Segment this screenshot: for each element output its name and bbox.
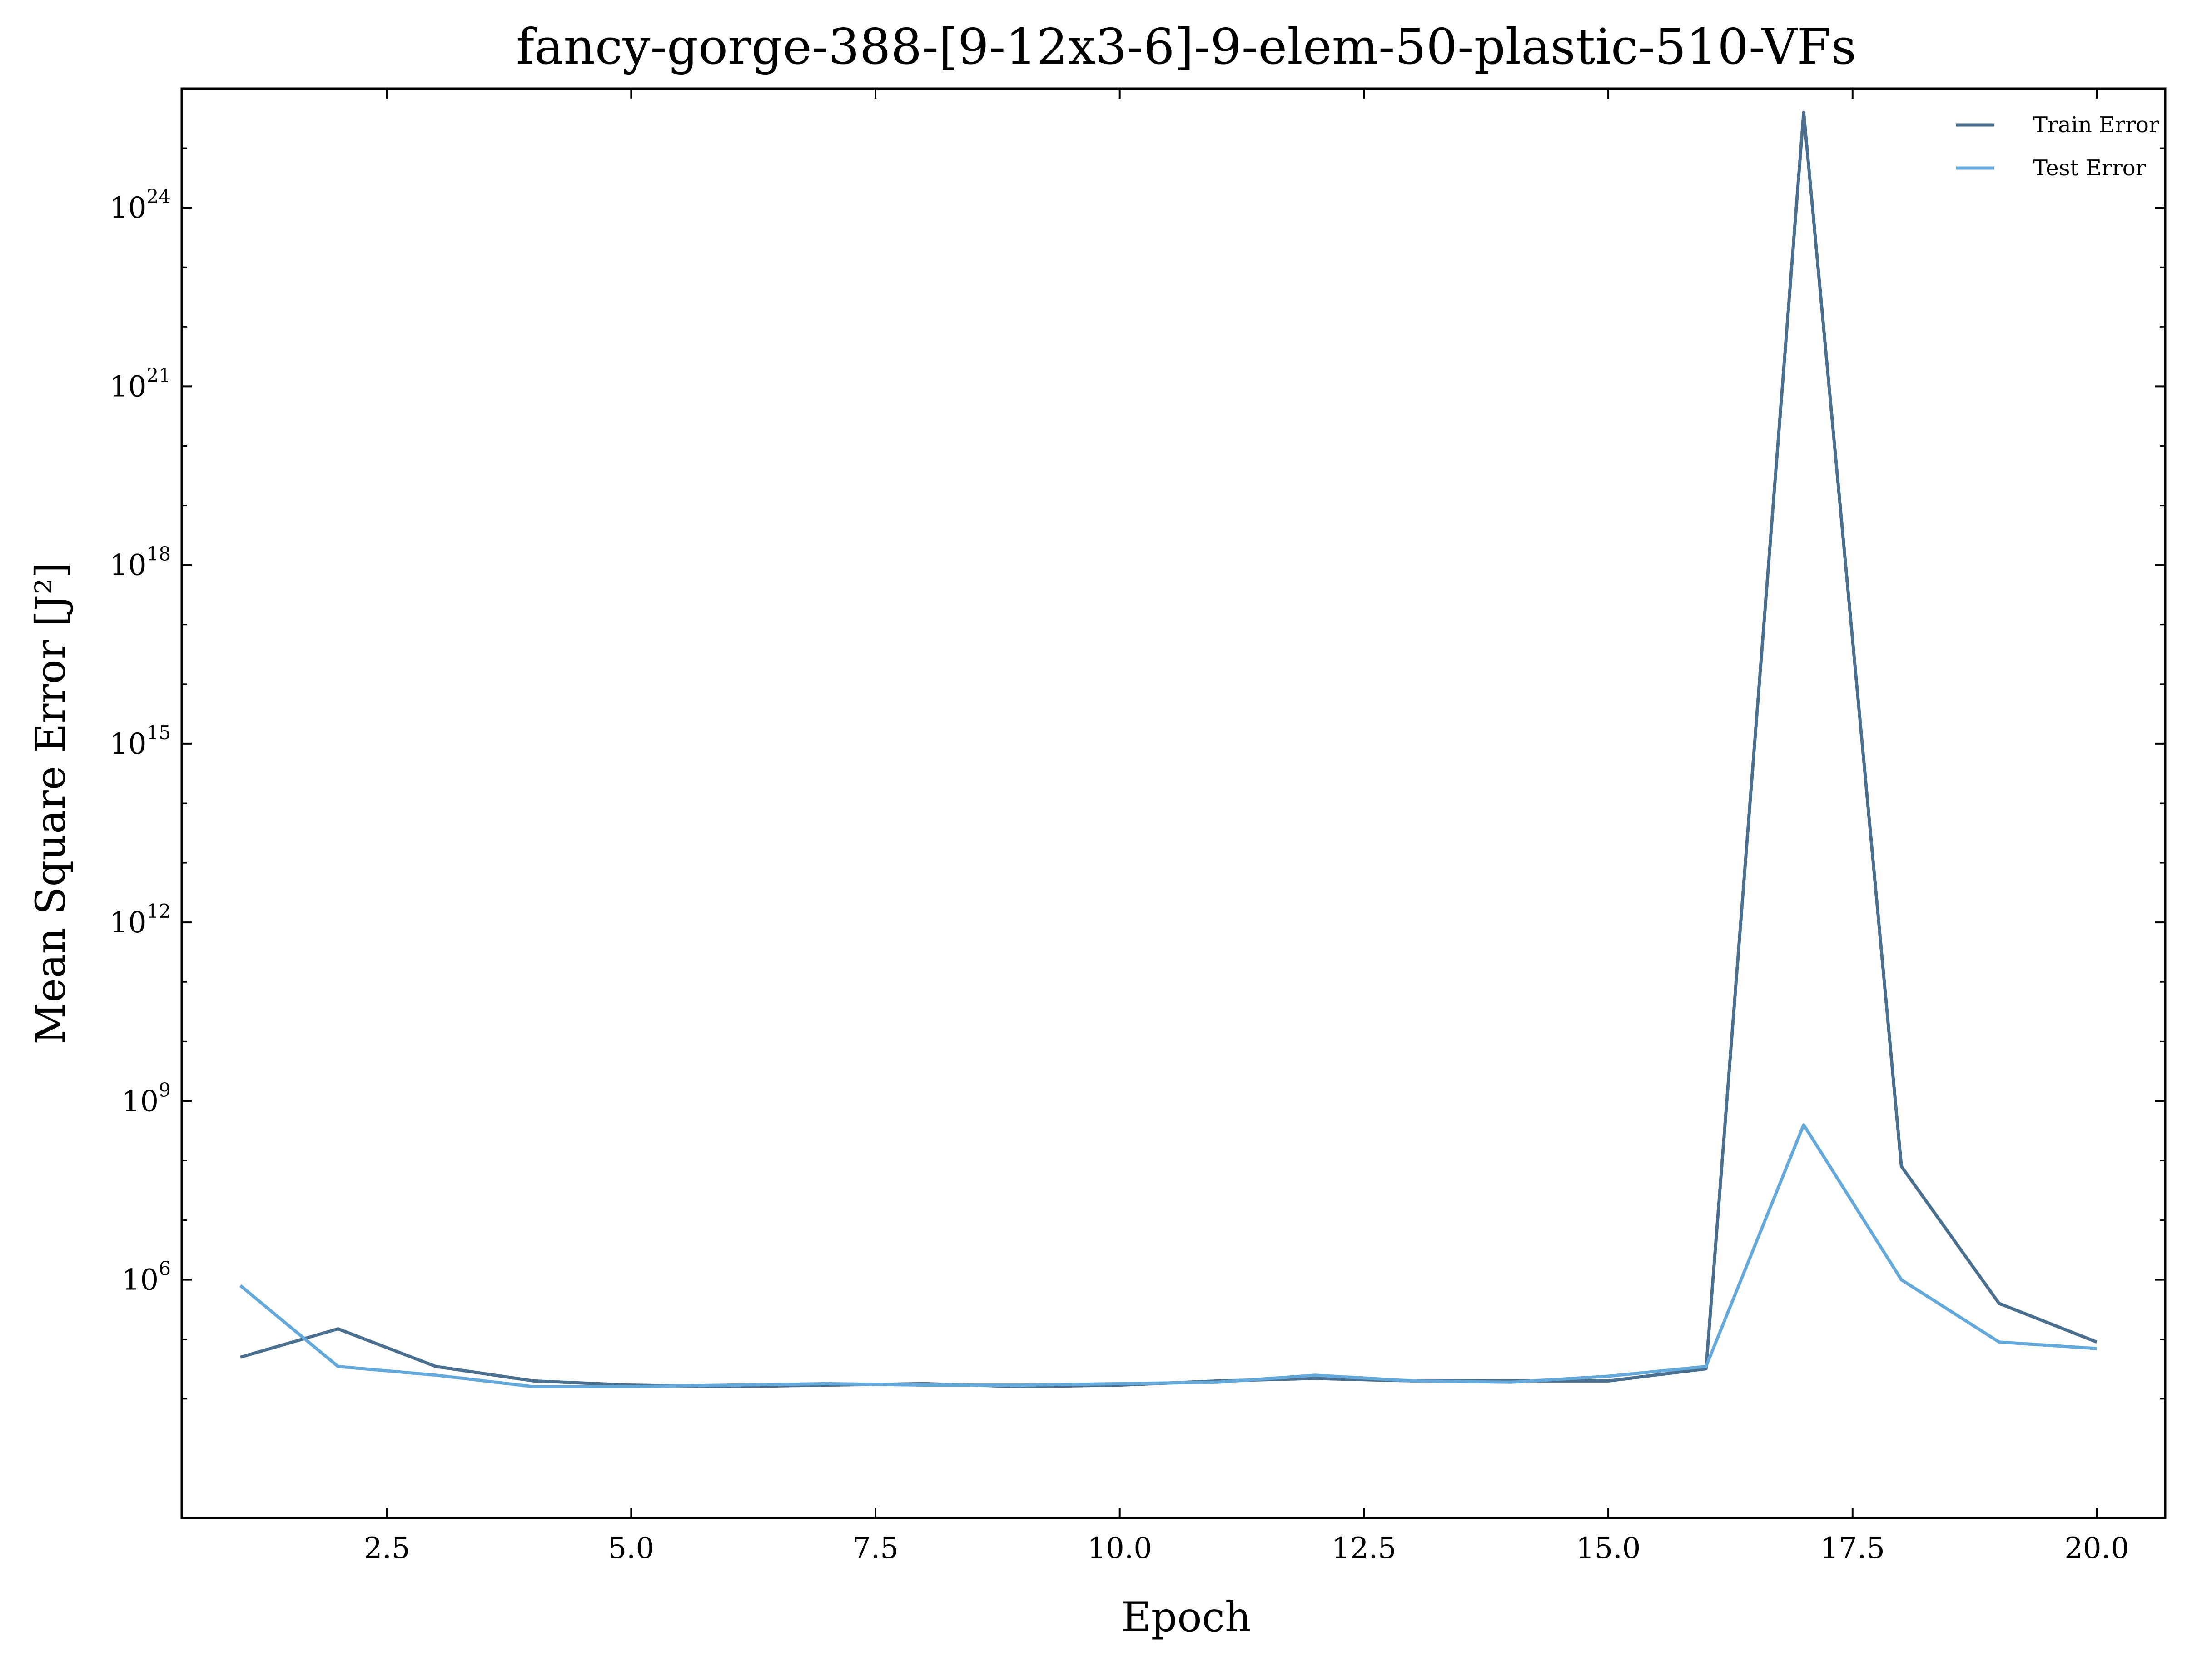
- x-tick-label: 10.0: [1087, 1532, 1152, 1565]
- y-tick-label: 1021: [109, 364, 171, 403]
- y-tick-label: 106: [122, 1258, 171, 1297]
- x-tick-label: 17.5: [1820, 1532, 1885, 1565]
- series-line-train-error: [240, 110, 2098, 1388]
- x-tick-label: 12.5: [1332, 1532, 1397, 1565]
- legend-label: Train Error: [2033, 112, 2159, 138]
- y-tick-label: 1024: [109, 185, 171, 225]
- x-tick-label: 2.5: [364, 1532, 410, 1565]
- x-axis-ticks: 2.5 5.0 7.5 10.0 12.5 15.0 17.5 20.0: [364, 89, 2129, 1565]
- y-tick-label: 1012: [109, 900, 171, 940]
- x-tick-label: 20.0: [2064, 1532, 2129, 1565]
- legend: Train Error Test Error: [1956, 112, 2159, 181]
- legend-label: Test Error: [2033, 155, 2146, 181]
- x-tick-label: 15.0: [1576, 1532, 1641, 1565]
- chart-title: fancy-gorge-388-[9-12x3-6]-9-elem-50-pla…: [516, 19, 1856, 75]
- x-tick-label: 7.5: [852, 1532, 899, 1565]
- series-layer: [239, 110, 2098, 1388]
- y-tick-label: 1018: [109, 543, 171, 582]
- y-tick-label: 109: [122, 1079, 171, 1118]
- y-tick-label: 1015: [109, 722, 171, 761]
- y-axis-ticks: 106 109 1012 1015 1018 1021 1024: [109, 88, 2165, 1519]
- x-tick-label: 5.0: [608, 1532, 654, 1565]
- x-axis-label: Epoch: [1121, 1593, 1251, 1641]
- series-line-test-error: [239, 1123, 2097, 1388]
- y-axis-label: Mean Square Error [J²]: [27, 562, 75, 1044]
